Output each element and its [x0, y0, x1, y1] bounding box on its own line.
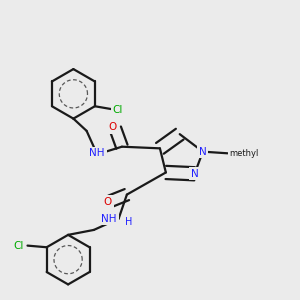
Text: N: N	[191, 169, 199, 179]
Text: NH: NH	[89, 148, 105, 158]
Text: H: H	[125, 217, 133, 227]
Text: Cl: Cl	[13, 241, 23, 250]
Text: NH: NH	[101, 214, 117, 224]
Text: methyl: methyl	[229, 149, 258, 158]
Text: O: O	[109, 122, 117, 132]
Text: O: O	[103, 197, 112, 207]
Text: N: N	[199, 147, 207, 157]
Text: Cl: Cl	[113, 104, 123, 115]
